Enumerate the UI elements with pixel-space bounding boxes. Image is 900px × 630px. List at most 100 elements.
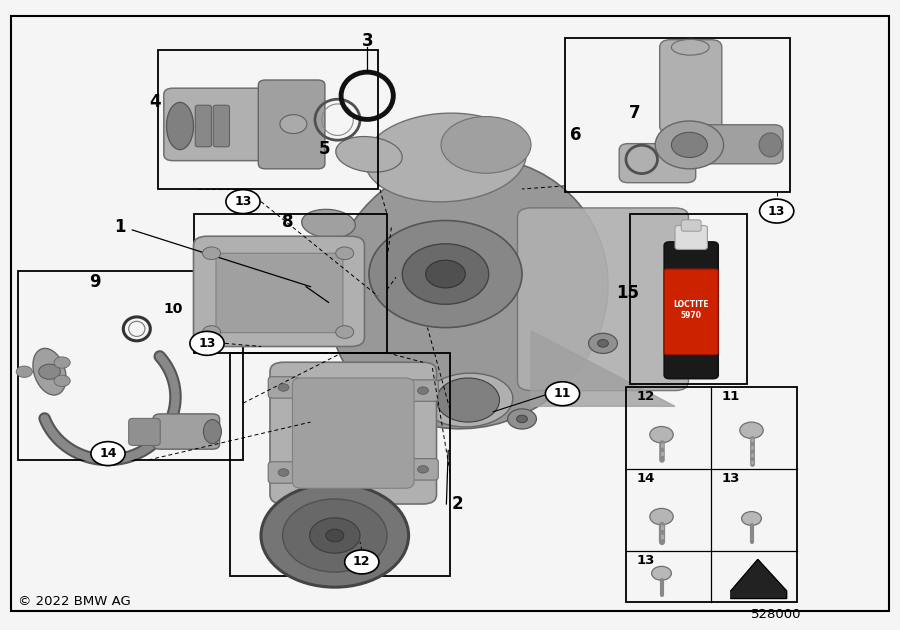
Text: 14: 14 [99, 447, 117, 460]
Text: 13: 13 [234, 195, 252, 208]
Ellipse shape [671, 39, 709, 55]
Circle shape [650, 508, 673, 525]
FancyBboxPatch shape [195, 105, 212, 147]
FancyBboxPatch shape [258, 80, 325, 169]
Text: © 2022 BMW AG: © 2022 BMW AG [18, 595, 130, 608]
Text: 5: 5 [319, 140, 329, 158]
Polygon shape [731, 559, 787, 598]
Circle shape [369, 220, 522, 328]
Circle shape [326, 529, 344, 542]
Ellipse shape [760, 133, 781, 157]
Circle shape [261, 484, 409, 587]
Text: 12: 12 [353, 556, 371, 568]
Circle shape [740, 422, 763, 438]
Circle shape [655, 121, 724, 169]
Circle shape [336, 326, 354, 338]
FancyBboxPatch shape [681, 220, 701, 231]
Text: 1: 1 [114, 218, 125, 236]
Ellipse shape [328, 157, 608, 429]
Circle shape [426, 260, 465, 288]
Text: 6: 6 [571, 127, 581, 144]
FancyBboxPatch shape [213, 105, 230, 147]
FancyBboxPatch shape [664, 269, 718, 355]
Circle shape [283, 499, 387, 572]
Text: 13: 13 [636, 554, 654, 567]
Circle shape [671, 132, 707, 158]
Bar [626, 387, 796, 602]
FancyBboxPatch shape [292, 378, 414, 488]
Circle shape [742, 512, 761, 525]
Circle shape [345, 550, 379, 574]
Circle shape [16, 366, 32, 377]
Circle shape [54, 357, 70, 368]
Circle shape [418, 466, 428, 473]
Circle shape [760, 199, 794, 223]
FancyBboxPatch shape [270, 362, 436, 504]
Text: 8: 8 [283, 213, 293, 231]
Text: 9: 9 [89, 273, 100, 291]
Text: 12: 12 [636, 391, 654, 403]
Circle shape [652, 566, 671, 580]
FancyBboxPatch shape [268, 377, 299, 398]
Text: LOCTITE
5970: LOCTITE 5970 [673, 300, 709, 320]
FancyBboxPatch shape [660, 40, 722, 134]
Circle shape [336, 247, 354, 260]
Circle shape [418, 387, 428, 394]
Bar [565, 38, 790, 192]
FancyBboxPatch shape [408, 380, 438, 401]
Circle shape [202, 247, 220, 260]
Bar [230, 353, 450, 576]
Text: 11: 11 [722, 391, 740, 403]
Circle shape [355, 403, 365, 410]
Ellipse shape [302, 209, 356, 238]
FancyBboxPatch shape [268, 462, 299, 483]
Circle shape [346, 396, 374, 416]
Text: 10: 10 [163, 302, 183, 316]
Bar [18, 271, 243, 460]
Circle shape [190, 331, 224, 355]
Ellipse shape [423, 373, 513, 427]
Text: 3: 3 [362, 32, 373, 50]
Circle shape [280, 115, 307, 134]
FancyBboxPatch shape [129, 418, 160, 445]
Circle shape [202, 326, 220, 338]
Text: 7: 7 [629, 105, 640, 122]
FancyBboxPatch shape [164, 88, 285, 161]
Circle shape [589, 333, 617, 353]
Bar [630, 214, 747, 384]
FancyBboxPatch shape [518, 208, 688, 391]
Circle shape [508, 409, 536, 429]
Circle shape [310, 518, 360, 553]
Ellipse shape [166, 102, 194, 150]
Ellipse shape [203, 420, 221, 444]
Text: 13: 13 [768, 205, 786, 217]
Text: 14: 14 [636, 472, 654, 485]
Text: 11: 11 [554, 387, 572, 400]
Ellipse shape [441, 117, 531, 173]
Text: 528000: 528000 [751, 608, 801, 621]
Circle shape [54, 375, 70, 387]
FancyBboxPatch shape [664, 242, 718, 379]
Circle shape [402, 244, 489, 304]
Text: 13: 13 [198, 337, 216, 350]
Bar [158, 50, 378, 189]
Text: 15: 15 [616, 284, 639, 302]
Polygon shape [531, 331, 675, 406]
FancyBboxPatch shape [408, 459, 438, 480]
Text: 2: 2 [452, 495, 463, 513]
Text: 13: 13 [722, 472, 740, 485]
Circle shape [517, 415, 527, 423]
Circle shape [278, 469, 289, 476]
FancyBboxPatch shape [153, 414, 220, 449]
FancyBboxPatch shape [619, 144, 696, 183]
Ellipse shape [336, 137, 402, 172]
Circle shape [598, 340, 608, 347]
Circle shape [226, 190, 260, 214]
Text: 4: 4 [149, 93, 160, 111]
Circle shape [91, 442, 125, 466]
Circle shape [39, 364, 60, 379]
FancyBboxPatch shape [194, 236, 364, 346]
Circle shape [650, 427, 673, 443]
Ellipse shape [364, 113, 526, 202]
FancyBboxPatch shape [684, 125, 783, 164]
